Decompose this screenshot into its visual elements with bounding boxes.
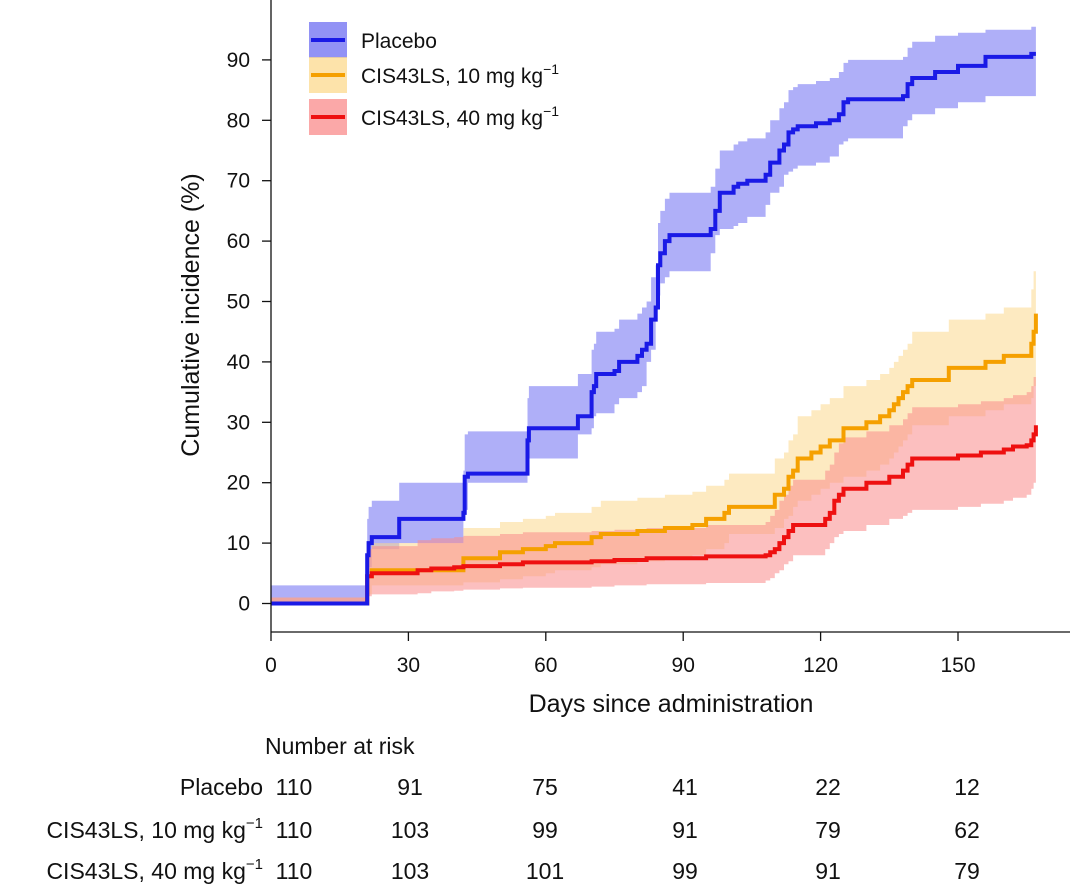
line-cis43ls-40-mg-kg-1 bbox=[271, 425, 1038, 606]
x-tick-label: 150 bbox=[940, 654, 975, 677]
risk-cell: 41 bbox=[672, 774, 698, 800]
y-tick-label: 90 bbox=[227, 49, 250, 72]
risk-row-label: CIS43LS, 10 mg kg−1 bbox=[46, 815, 263, 843]
legend-label: Placebo bbox=[361, 30, 437, 53]
line-placebo bbox=[271, 51, 1036, 606]
risk-cell: 91 bbox=[815, 858, 841, 884]
x-axis-title: Days since administration bbox=[529, 690, 814, 718]
y-tick-label: 70 bbox=[227, 170, 250, 193]
x-tick-label: 60 bbox=[534, 654, 557, 677]
legend-label: CIS43LS, 10 mg kg−1 bbox=[361, 61, 559, 88]
y-tick-label: 10 bbox=[227, 532, 250, 555]
risk-cell: 91 bbox=[672, 817, 698, 843]
y-tick-label: 80 bbox=[227, 109, 250, 132]
legend-label: CIS43LS, 40 mg kg−1 bbox=[361, 103, 559, 130]
y-tick-label: 40 bbox=[227, 351, 250, 374]
risk-table-title: Number at risk bbox=[265, 733, 415, 759]
y-tick-label: 50 bbox=[227, 291, 250, 314]
x-tick-label: 30 bbox=[397, 654, 420, 677]
confidence-bands bbox=[271, 26, 1036, 604]
y-tick-label: 30 bbox=[227, 411, 250, 434]
x-tick-label: 0 bbox=[265, 654, 277, 677]
risk-cell: 101 bbox=[526, 858, 564, 884]
y-tick-label: 0 bbox=[238, 593, 250, 616]
axes: 0 10 20 30 40 50 60 70 80 90 0 30 60 90 120 150 Days sin… bbox=[177, 0, 1070, 718]
risk-cell: 103 bbox=[391, 817, 429, 843]
x-tick-label: 90 bbox=[672, 654, 695, 677]
risk-cell: 99 bbox=[672, 858, 698, 884]
risk-row-label: Placebo bbox=[180, 774, 263, 800]
risk-cell: 99 bbox=[532, 817, 558, 843]
x-tick-label: 120 bbox=[803, 654, 838, 677]
risk-cell: 110 bbox=[276, 858, 313, 884]
band-cis43ls-40-mg-kg-1 bbox=[271, 367, 1036, 604]
risk-cell: 12 bbox=[954, 774, 980, 800]
line-cis43ls-10-mg-kg-1 bbox=[271, 313, 1038, 606]
band-placebo bbox=[271, 26, 1036, 604]
risk-cell: 79 bbox=[954, 858, 980, 884]
y-tick-label: 20 bbox=[227, 472, 250, 495]
risk-cell: 110 bbox=[276, 774, 313, 800]
risk-cell: 22 bbox=[815, 774, 841, 800]
risk-cell: 103 bbox=[391, 858, 429, 884]
risk-cell: 91 bbox=[397, 774, 423, 800]
y-axis-title: Cumulative incidence (%) bbox=[177, 173, 205, 456]
risk-cell: 75 bbox=[532, 774, 558, 800]
risk-row-label: CIS43LS, 40 mg kg−1 bbox=[46, 856, 263, 884]
risk-cell: 79 bbox=[815, 817, 841, 843]
risk-cell: 110 bbox=[276, 817, 313, 843]
y-tick-label: 60 bbox=[227, 230, 250, 253]
series-lines bbox=[271, 51, 1038, 606]
risk-cell: 62 bbox=[954, 817, 980, 843]
legend: Placebo CIS43LS, 10 mg kg−1 CIS43LS, 40 mg… bbox=[309, 22, 559, 135]
